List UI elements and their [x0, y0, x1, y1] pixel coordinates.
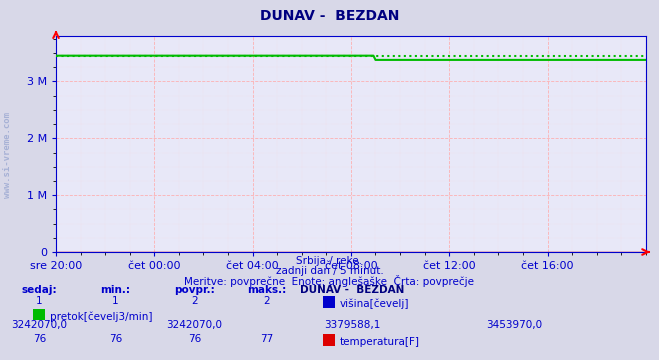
Text: maks.:: maks.:: [247, 285, 287, 296]
Text: 3453970,0: 3453970,0: [486, 320, 542, 330]
Text: 3242070,0: 3242070,0: [12, 320, 67, 330]
Text: 76: 76: [109, 334, 122, 344]
Text: 76: 76: [188, 334, 201, 344]
Text: 2: 2: [264, 296, 270, 306]
Text: www.si-vreme.com: www.si-vreme.com: [3, 112, 13, 198]
Text: 1: 1: [112, 296, 119, 306]
Text: temperatura[F]: temperatura[F]: [340, 337, 420, 347]
Text: 3242070,0: 3242070,0: [167, 320, 222, 330]
Text: DUNAV -  BEZDAN: DUNAV - BEZDAN: [260, 9, 399, 23]
Text: 1: 1: [36, 296, 43, 306]
Text: višina[čevelj]: višina[čevelj]: [340, 299, 409, 310]
Text: Meritve: povprečne  Enote: anglešaške  Črta: povprečje: Meritve: povprečne Enote: anglešaške Črt…: [185, 275, 474, 287]
Text: DUNAV -  BEZDAN: DUNAV - BEZDAN: [301, 285, 405, 296]
Text: 77: 77: [260, 334, 273, 344]
Text: Srbija / reke.: Srbija / reke.: [297, 256, 362, 266]
Text: min.:: min.:: [100, 285, 130, 296]
Text: sedaj:: sedaj:: [22, 285, 57, 296]
Text: 76: 76: [33, 334, 46, 344]
Text: pretok[čevelj3/min]: pretok[čevelj3/min]: [50, 311, 153, 322]
Text: zadnji dan / 5 minut.: zadnji dan / 5 minut.: [275, 266, 384, 276]
Text: povpr.:: povpr.:: [174, 285, 215, 296]
Text: 2: 2: [191, 296, 198, 306]
Text: 3379588,1: 3379588,1: [324, 320, 381, 330]
